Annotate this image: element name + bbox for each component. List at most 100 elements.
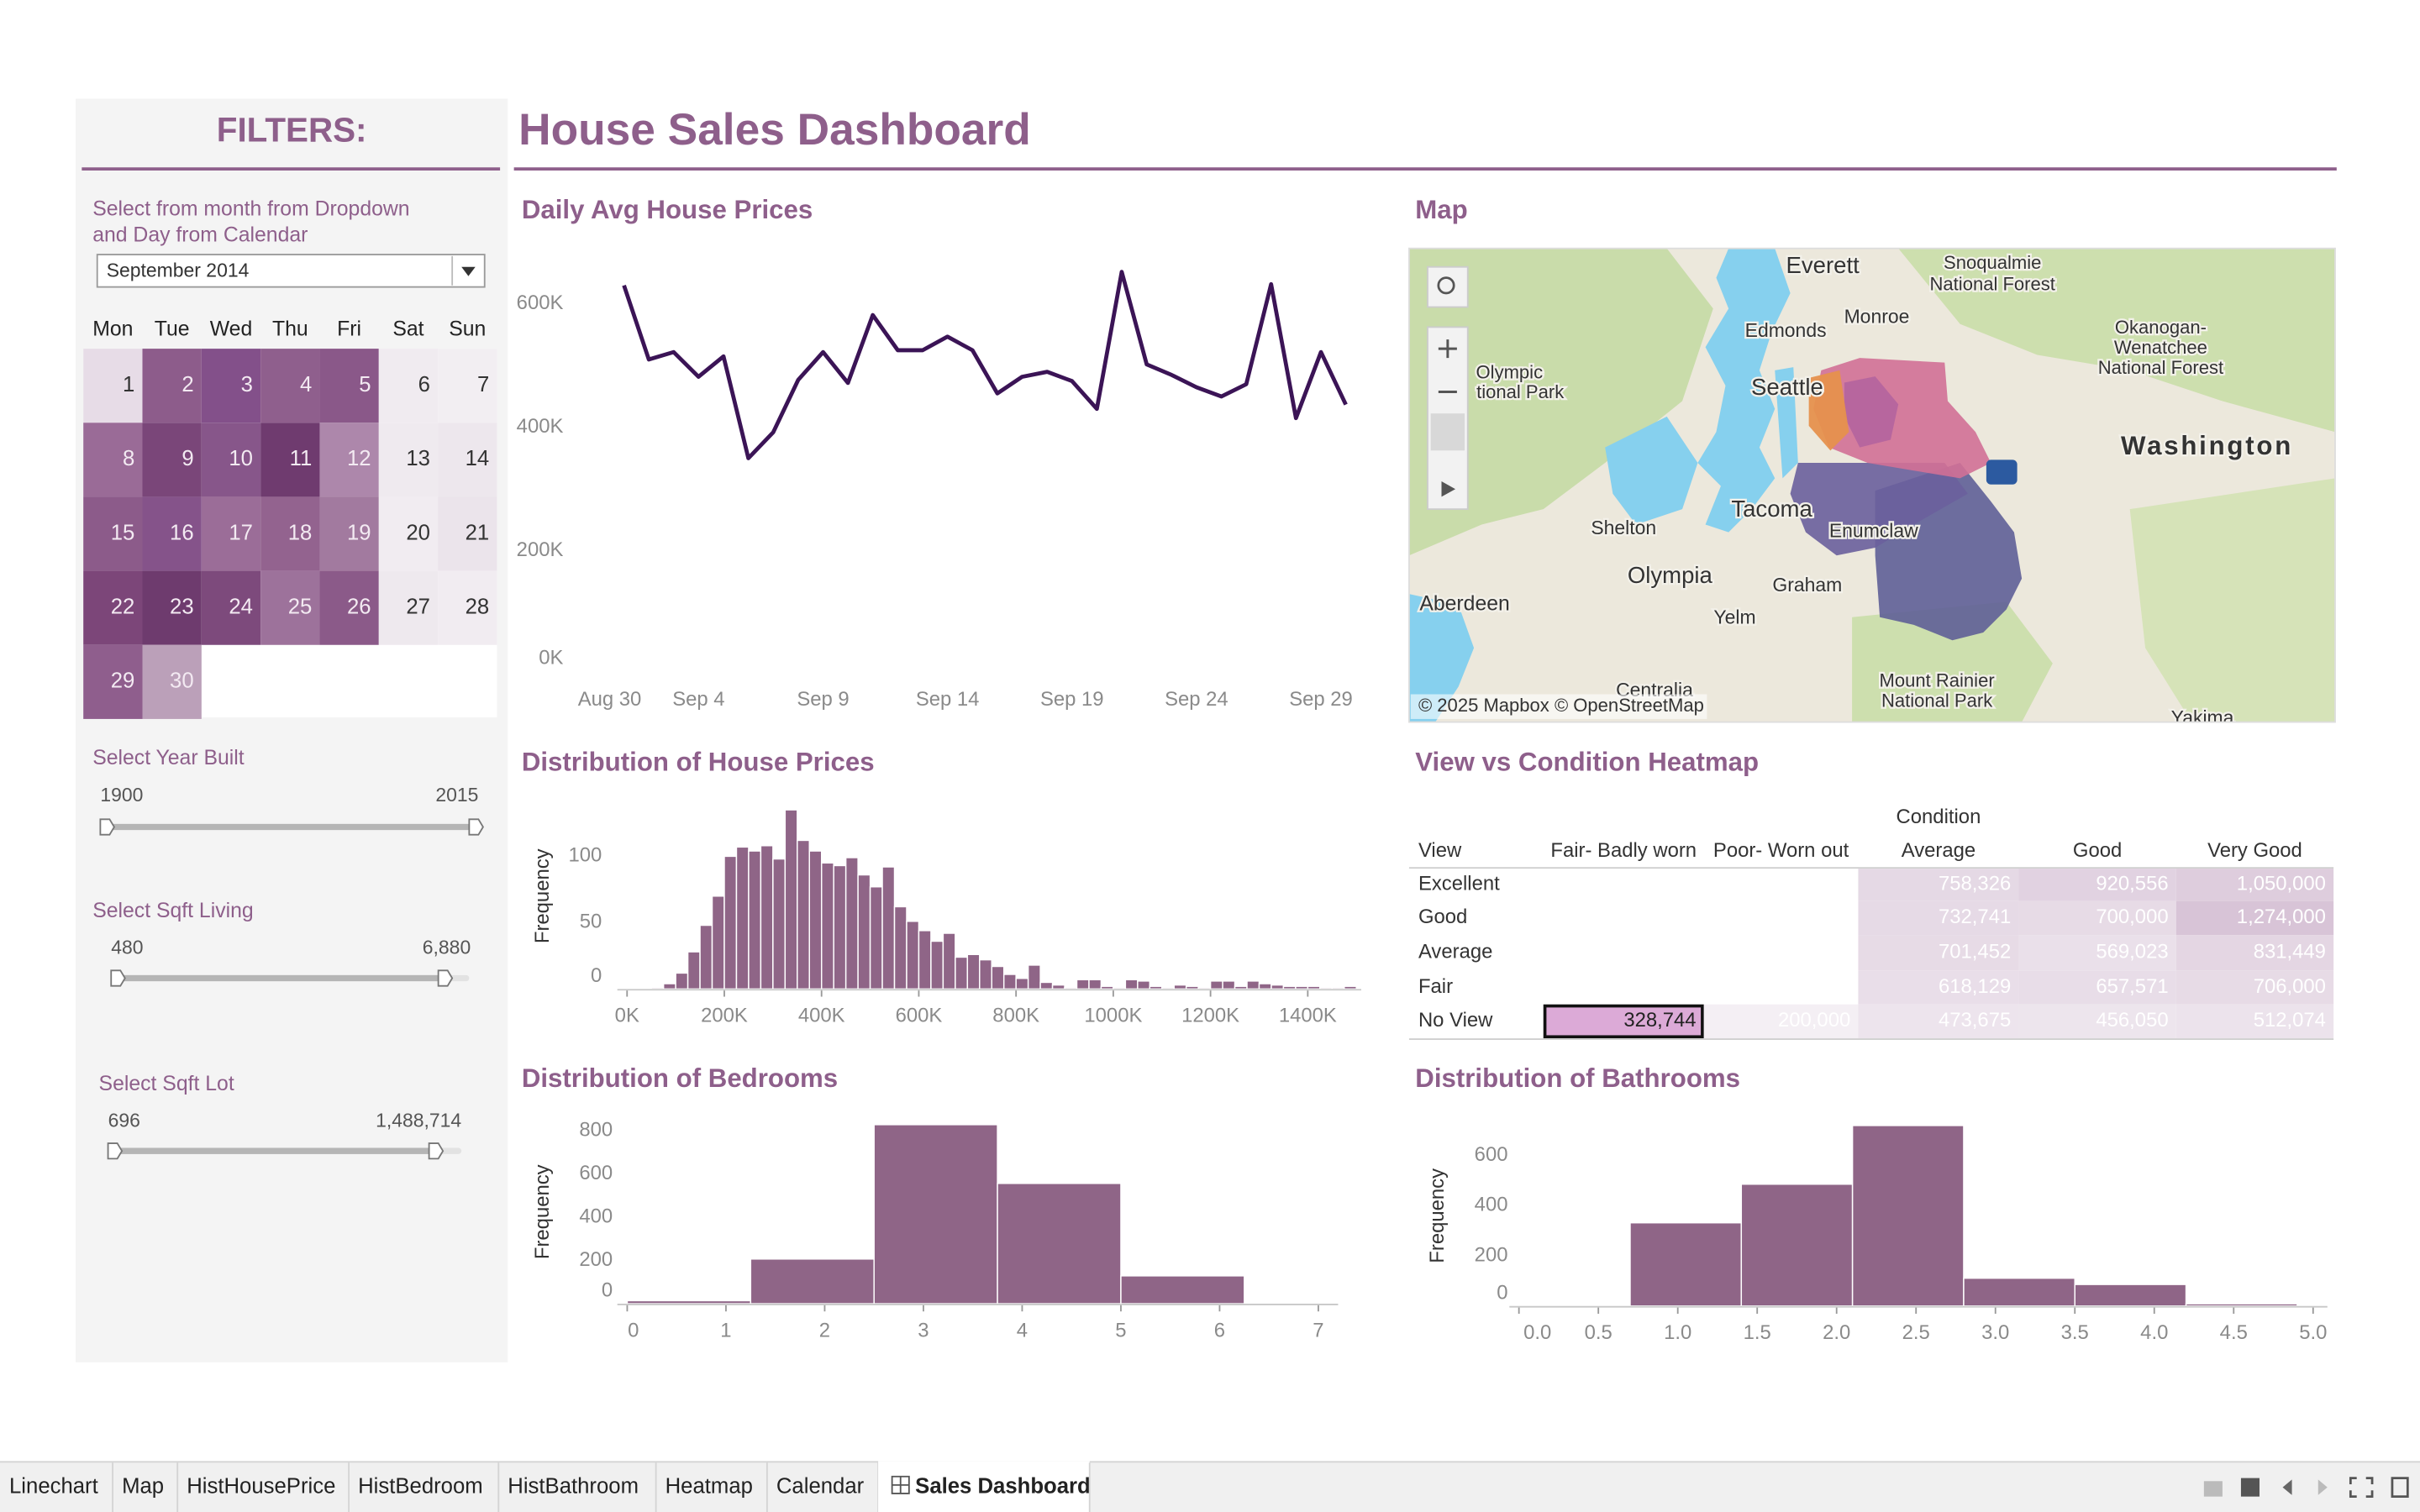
calendar-cell[interactable] [142,644,202,719]
calendar-day: 24 [229,595,253,618]
calendar-cell[interactable] [378,570,439,645]
calendar-cell[interactable] [83,570,143,645]
tab-label[interactable]: HistBathroom [508,1474,639,1498]
slider-handle[interactable] [110,969,126,987]
calendar-cell[interactable] [201,349,261,423]
slider-max: 1,488,714 [376,1109,461,1131]
slider-handle[interactable] [99,818,115,836]
view-icon[interactable] [2240,1478,2260,1497]
tab-label[interactable]: HistBedroom [358,1474,483,1498]
calendar-cell[interactable] [260,423,320,497]
map-region[interactable] [1790,463,1968,556]
x-tick-label: Sep 29 [1289,688,1353,711]
calendar-cell[interactable] [378,349,439,423]
month-dropdown[interactable] [96,254,486,288]
calendar-cell[interactable] [319,349,379,423]
bar [1963,1277,2075,1307]
calendar-cell[interactable] [83,644,143,719]
calendar-cell[interactable] [142,570,202,645]
calendar-cell[interactable] [142,423,202,497]
slider-min: 480 [111,937,143,958]
dropdown-arrow[interactable] [461,266,476,276]
calendar-cell[interactable] [260,570,320,645]
heatmap-cell[interactable] [2175,869,2334,901]
bar [893,906,908,990]
bar [1740,1184,1854,1307]
pin-button[interactable] [1430,413,1465,451]
calendar-day: 30 [170,669,194,693]
bar [1120,1275,1245,1305]
map-region[interactable] [1844,376,1899,448]
heatmap-cell[interactable] [2018,900,2176,936]
slider-handle[interactable] [437,969,454,987]
calendar-cell[interactable] [83,423,143,497]
x-tick-label: 3.0 [1981,1321,2009,1344]
heatmap-cell[interactable] [2018,1004,2176,1039]
tab-label[interactable]: Linechart [9,1474,98,1498]
tab-active[interactable] [878,1461,1090,1512]
slider-label: Select Sqft Lot [99,1073,234,1095]
calendar-cell[interactable] [319,423,379,497]
heatmap-cell[interactable] [2018,869,2176,901]
share-icon[interactable] [2391,1477,2409,1499]
next-icon[interactable] [2317,1479,2328,1495]
tab-label[interactable]: HistHousePrice [187,1474,335,1498]
column-header: Poor- Worn out [1713,839,1849,862]
map-search[interactable] [1427,265,1469,308]
map-water [1408,594,1475,722]
prev-icon[interactable] [2282,1479,2292,1495]
heatmap-cell[interactable] [2175,1004,2334,1039]
heatmap-cell[interactable] [1858,935,2019,971]
calendar-cell[interactable] [142,349,202,423]
calendar-cell[interactable] [319,496,379,571]
fullscreen-icon[interactable] [2349,1477,2374,1499]
bar [1185,985,1199,990]
calendar-cell[interactable] [83,496,143,571]
y-tick-label: 400 [1475,1194,1508,1216]
heatmap-cell[interactable] [2018,935,2176,971]
tab-label[interactable]: Calendar [776,1474,865,1498]
heatmap-cell[interactable] [1858,900,2019,936]
tab-label[interactable]: Heatmap [666,1474,753,1498]
calendar-cell[interactable] [201,496,261,571]
slider-handle[interactable] [468,818,484,836]
calendar-cell[interactable] [438,423,497,497]
filter-panel [76,98,508,1362]
heatmap-cell[interactable] [2175,935,2334,971]
heatmap-cell[interactable] [2175,970,2334,1005]
bar [1076,979,1090,990]
heatmap-cell[interactable] [1703,1004,1859,1039]
calendar-cell[interactable] [319,570,379,645]
bar [675,972,689,990]
view-icon[interactable] [2203,1481,2223,1497]
heatmap-cell[interactable] [2018,970,2176,1005]
y-tick-label: 400 [579,1205,613,1227]
slider-label: Select Sqft Living [92,900,253,922]
calendar-cell[interactable] [438,496,497,571]
tab-label[interactable]: Sales Dashboard [915,1474,1091,1498]
slider-handle[interactable] [107,1142,124,1160]
calendar-cell[interactable] [438,349,497,423]
heatmap-cell[interactable] [1858,970,2019,1005]
heatmap-cell[interactable] [1543,1004,1704,1039]
tab-label[interactable]: Map [122,1474,164,1498]
bar [772,858,786,990]
calendar-cell[interactable] [438,570,497,645]
map-region[interactable] [1808,370,1849,451]
heatmap-cell[interactable] [1858,1004,2019,1039]
map-label: Shelton [1591,517,1656,538]
calendar-cell[interactable] [83,349,143,423]
bar [711,895,725,990]
heatmap-cell[interactable] [1858,869,2019,901]
calendar-cell[interactable] [378,423,439,497]
calendar-cell[interactable] [260,349,320,423]
weekday-label: Fri [337,318,361,341]
slider-handle[interactable] [428,1142,445,1160]
calendar-cell[interactable] [201,570,261,645]
calendar-cell[interactable] [142,496,202,571]
calendar-cell[interactable] [260,496,320,571]
heatmap-cell[interactable] [2175,900,2334,936]
calendar-cell[interactable] [378,496,439,571]
calendar-cell[interactable] [201,423,261,497]
